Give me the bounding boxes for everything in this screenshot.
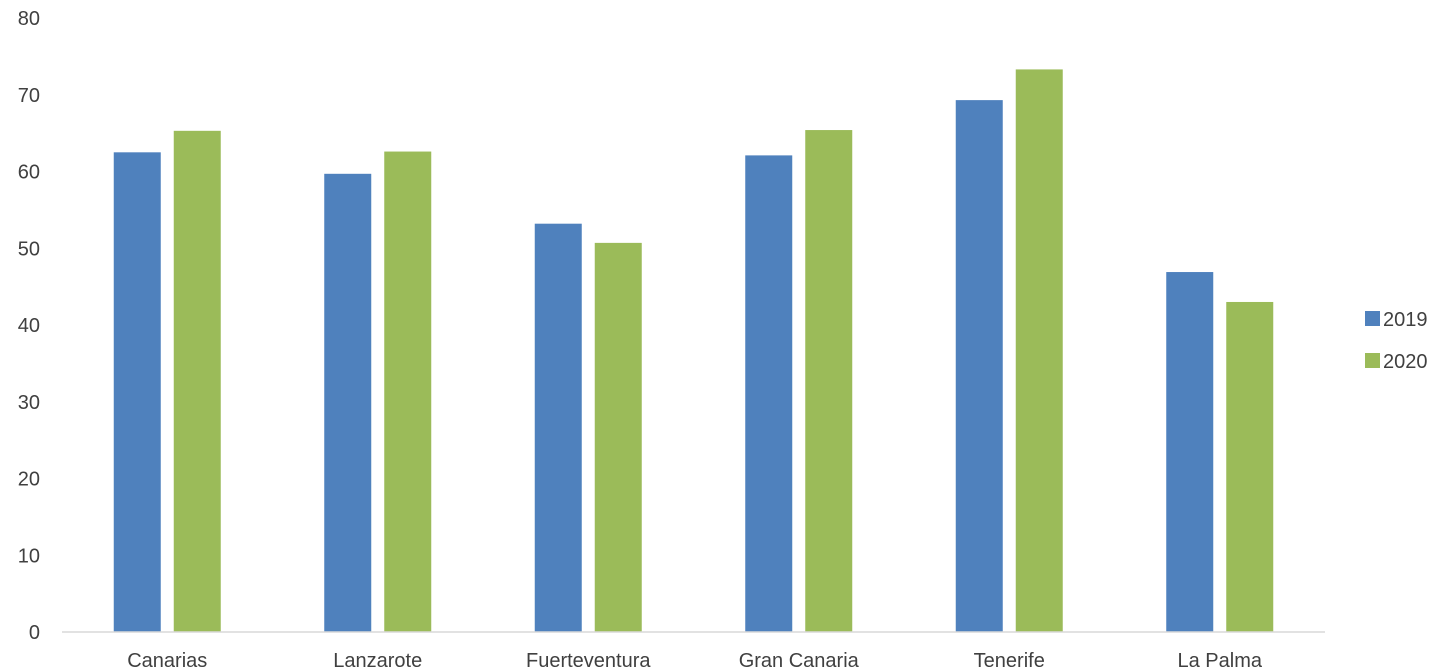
bar-2019-fuerteventura [534,223,582,632]
bar-2019-lanzarote [324,173,372,633]
y-tick-label: 70 [18,85,40,107]
y-tick-label: 30 [18,392,40,414]
legend-label-2020: 2020 [1383,351,1428,373]
bars [113,69,1274,633]
x-category-label: Tenerife [974,650,1045,672]
bar-2020-fuerteventura [594,242,642,632]
x-category-label: Gran Canaria [739,650,860,672]
y-tick-label: 10 [18,545,40,567]
bar-2020-la-palma [1226,301,1274,632]
bar-2020-tenerife [1015,69,1063,633]
x-category-label: Lanzarote [333,650,422,672]
bar-2020-canarias [173,130,221,632]
bar-2020-gran-canaria [805,130,853,632]
y-tick-label: 20 [18,469,40,491]
y-tick-label: 50 [18,238,40,260]
y-tick-label: 40 [18,315,40,337]
y-axis-ticks: 0 10 20 30 40 50 60 70 80 [18,8,40,644]
x-axis-labels: Canarias Lanzarote Fuerteventura Gran Canar… [127,650,1263,672]
y-tick-label: 0 [29,622,40,644]
bar-2019-gran-canaria [745,155,793,632]
x-category-label: La Palma [1178,650,1263,672]
y-tick-label: 60 [18,162,40,184]
bar-2019-canarias [113,152,161,632]
legend-label-2019: 2019 [1383,309,1428,331]
bar-2019-la-palma [1166,272,1214,632]
legend-swatch-2020 [1365,353,1380,368]
x-category-label: Canarias [127,650,207,672]
legend: 2019 2020 [1365,309,1428,373]
legend-swatch-2019 [1365,311,1380,326]
bar-2020-lanzarote [384,151,432,633]
bar-2019-tenerife [955,100,1003,632]
y-tick-label: 80 [18,8,40,30]
x-category-label: Fuerteventura [526,650,651,672]
